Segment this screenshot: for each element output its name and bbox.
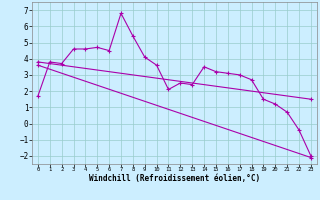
X-axis label: Windchill (Refroidissement éolien,°C): Windchill (Refroidissement éolien,°C) [89,174,260,183]
